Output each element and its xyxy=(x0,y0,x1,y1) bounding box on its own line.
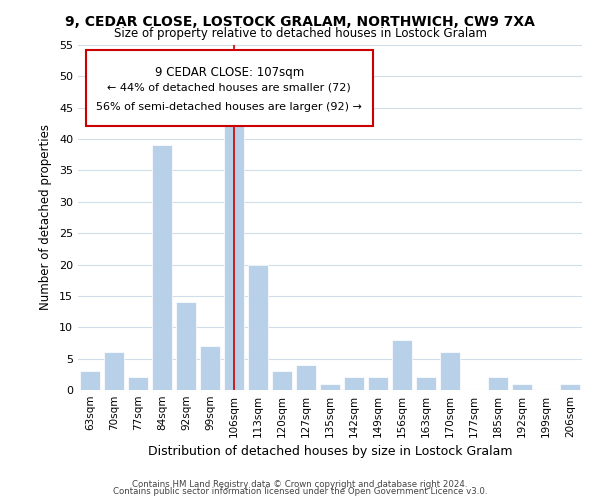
Bar xyxy=(248,264,268,390)
Bar xyxy=(368,378,388,390)
Text: Contains public sector information licensed under the Open Government Licence v3: Contains public sector information licen… xyxy=(113,487,487,496)
Bar xyxy=(392,340,412,390)
Bar xyxy=(224,114,244,390)
Text: Size of property relative to detached houses in Lostock Gralam: Size of property relative to detached ho… xyxy=(113,28,487,40)
Bar xyxy=(344,378,364,390)
Bar xyxy=(440,352,460,390)
X-axis label: Distribution of detached houses by size in Lostock Gralam: Distribution of detached houses by size … xyxy=(148,446,512,458)
Bar xyxy=(104,352,124,390)
Bar xyxy=(176,302,196,390)
Bar xyxy=(272,371,292,390)
Text: 9 CEDAR CLOSE: 107sqm: 9 CEDAR CLOSE: 107sqm xyxy=(155,66,304,78)
Text: ← 44% of detached houses are smaller (72): ← 44% of detached houses are smaller (72… xyxy=(107,83,351,93)
Text: Contains HM Land Registry data © Crown copyright and database right 2024.: Contains HM Land Registry data © Crown c… xyxy=(132,480,468,489)
Bar xyxy=(512,384,532,390)
Text: 56% of semi-detached houses are larger (92) →: 56% of semi-detached houses are larger (… xyxy=(96,102,362,112)
FancyBboxPatch shape xyxy=(86,50,373,126)
Bar xyxy=(128,378,148,390)
Bar xyxy=(200,346,220,390)
Bar xyxy=(416,378,436,390)
Bar xyxy=(488,378,508,390)
Bar xyxy=(296,365,316,390)
Text: 9, CEDAR CLOSE, LOSTOCK GRALAM, NORTHWICH, CW9 7XA: 9, CEDAR CLOSE, LOSTOCK GRALAM, NORTHWIC… xyxy=(65,15,535,29)
Y-axis label: Number of detached properties: Number of detached properties xyxy=(39,124,52,310)
Bar xyxy=(80,371,100,390)
Bar xyxy=(320,384,340,390)
Bar xyxy=(152,146,172,390)
Bar xyxy=(560,384,580,390)
